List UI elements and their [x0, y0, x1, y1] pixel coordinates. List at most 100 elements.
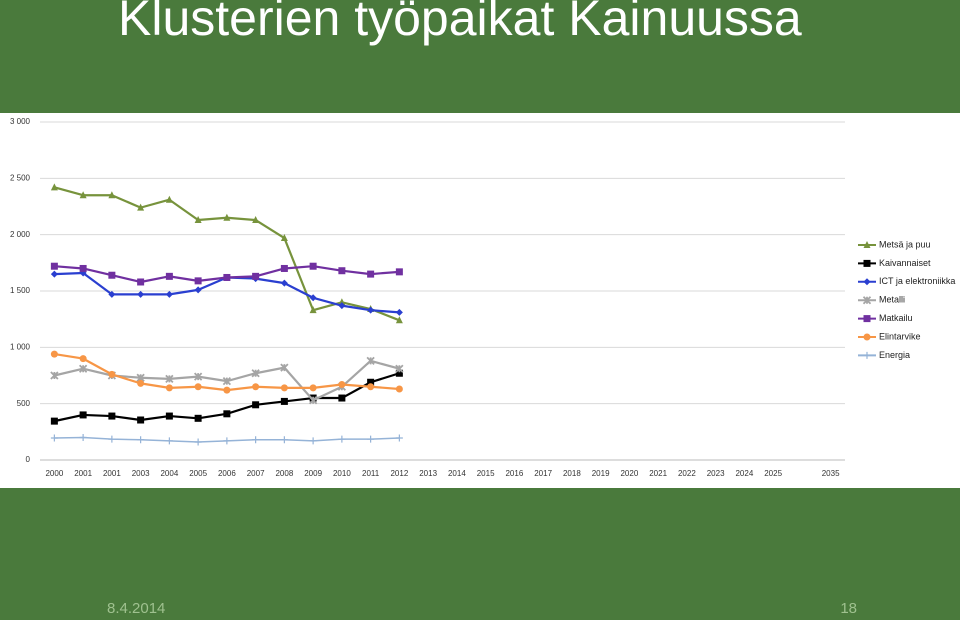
- marker: [309, 262, 317, 270]
- x-tick-label: 2013: [419, 469, 437, 478]
- marker: [338, 267, 346, 275]
- marker: [137, 436, 145, 444]
- marker: [367, 378, 375, 386]
- y-tick-label: 1 000: [10, 342, 31, 351]
- marker: [863, 278, 871, 286]
- marker: [223, 213, 231, 221]
- marker: [50, 434, 58, 442]
- marker: [252, 401, 260, 409]
- x-tick-label: 2020: [620, 469, 638, 478]
- legend-label: Kaivannaiset: [879, 258, 931, 268]
- x-tick-label: 2009: [304, 469, 322, 478]
- marker: [50, 417, 58, 425]
- y-tick-label: 2 500: [10, 173, 31, 182]
- marker: [194, 216, 202, 224]
- x-tick-label: 2015: [477, 469, 495, 478]
- marker: [862, 296, 872, 305]
- x-tick-label: 2007: [247, 469, 265, 478]
- x-tick-label: 2008: [275, 469, 293, 478]
- x-tick-label: 2010: [333, 469, 351, 478]
- marker: [137, 290, 145, 298]
- marker: [79, 411, 87, 419]
- x-tick-label: 2014: [448, 469, 466, 478]
- marker: [395, 385, 403, 393]
- marker: [280, 264, 288, 272]
- marker: [50, 262, 58, 270]
- x-tick-label: 2019: [592, 469, 610, 478]
- marker: [367, 270, 375, 278]
- marker: [338, 381, 346, 389]
- marker: [79, 264, 87, 272]
- marker: [280, 436, 288, 444]
- marker: [194, 414, 202, 422]
- marker: [50, 183, 58, 191]
- marker: [193, 372, 203, 381]
- marker: [366, 356, 375, 365]
- marker: [863, 333, 871, 341]
- marker: [79, 191, 87, 199]
- y-tick-label: 1 500: [10, 286, 31, 295]
- x-tick-label: 2011: [362, 469, 380, 478]
- marker: [863, 351, 871, 359]
- x-tick-label: 2035: [822, 469, 840, 478]
- marker: [165, 412, 173, 420]
- x-tick-label: 2023: [707, 469, 725, 478]
- chart-area: [0, 113, 960, 488]
- marker: [137, 203, 145, 211]
- legend-label: Elintarvike: [879, 331, 921, 341]
- marker: [338, 435, 346, 443]
- marker: [395, 316, 403, 324]
- marker: [338, 302, 346, 310]
- x-tick-label: 2006: [218, 469, 236, 478]
- marker: [137, 278, 145, 286]
- x-tick-label: 2024: [735, 469, 753, 478]
- marker: [309, 294, 317, 302]
- y-tick-label: 2 000: [10, 230, 31, 239]
- marker: [280, 234, 288, 242]
- marker: [395, 268, 403, 276]
- marker: [223, 386, 231, 394]
- marker: [280, 279, 288, 287]
- marker: [165, 195, 173, 203]
- marker: [50, 350, 58, 358]
- marker: [863, 241, 871, 248]
- y-tick-label: 500: [17, 399, 31, 408]
- marker: [108, 271, 116, 279]
- marker: [280, 397, 288, 405]
- x-tick-label: 2004: [160, 469, 178, 478]
- marker: [252, 216, 260, 224]
- legend-label: Energia: [879, 350, 910, 360]
- x-tick-label: 2017: [534, 469, 552, 478]
- footer-date: 8.4.2014: [107, 600, 165, 617]
- marker: [108, 435, 116, 443]
- marker: [50, 270, 58, 278]
- marker: [863, 259, 871, 267]
- x-tick-label: 2021: [649, 469, 667, 478]
- marker: [308, 396, 318, 405]
- marker: [165, 437, 173, 445]
- y-tick-label: 0: [26, 455, 31, 464]
- marker: [194, 438, 202, 446]
- marker: [309, 384, 317, 392]
- x-tick-label: 2025: [764, 469, 782, 478]
- marker: [108, 191, 116, 199]
- x-tick-label: 2016: [505, 469, 523, 478]
- marker: [165, 290, 173, 298]
- page-number: 18: [840, 600, 857, 617]
- x-tick-label: 2001: [103, 469, 121, 478]
- x-tick-label: 2018: [563, 469, 581, 478]
- legend-label: ICT ja elektroniikka: [879, 276, 955, 286]
- marker: [252, 272, 260, 280]
- marker: [395, 308, 403, 316]
- marker: [108, 412, 116, 420]
- marker: [367, 435, 375, 443]
- marker: [79, 433, 87, 441]
- legend-label: Matkailu: [879, 313, 913, 323]
- marker: [108, 370, 116, 378]
- marker: [50, 371, 59, 380]
- marker: [79, 355, 87, 363]
- marker: [194, 277, 202, 285]
- marker: [252, 383, 260, 391]
- marker: [863, 315, 871, 323]
